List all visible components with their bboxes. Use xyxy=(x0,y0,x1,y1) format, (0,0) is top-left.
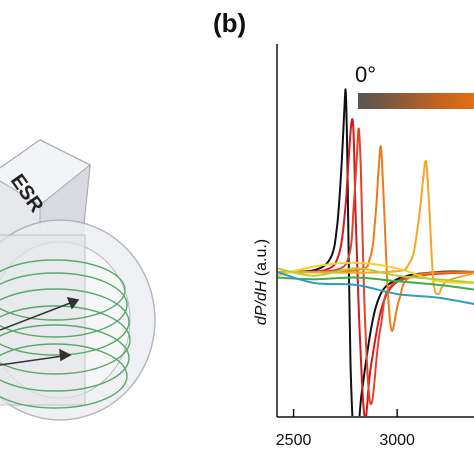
colorbar-label: 0° xyxy=(355,62,376,87)
curve-series-9 xyxy=(278,271,474,305)
plot-frame xyxy=(276,44,474,418)
x-tick-label-1: 2500 xyxy=(276,432,312,449)
x-ticks: 2500 3000 xyxy=(276,409,415,449)
field-arrows xyxy=(0,296,80,366)
curve-series-6 xyxy=(278,261,474,284)
esr-device-illustration: ESR xyxy=(0,139,156,421)
curve-series-7 xyxy=(278,267,474,284)
y-axis-label-unit: (a.u.) xyxy=(253,239,270,281)
curve-series-4 xyxy=(278,145,474,332)
curve-series-3 xyxy=(278,127,474,406)
x-tick-label-2: 3000 xyxy=(379,432,415,449)
y-axis-label: dP/dH (a.u.) xyxy=(253,239,270,325)
curve-series-1 xyxy=(278,88,474,416)
curve-series-2 xyxy=(278,118,474,416)
panel-label: (b) xyxy=(213,8,246,38)
curves xyxy=(278,88,474,416)
y-axis-label-main: dP/dH xyxy=(253,280,270,325)
curve-series-8 xyxy=(278,276,474,291)
coil-windings xyxy=(0,259,131,409)
colorbar xyxy=(358,93,474,109)
